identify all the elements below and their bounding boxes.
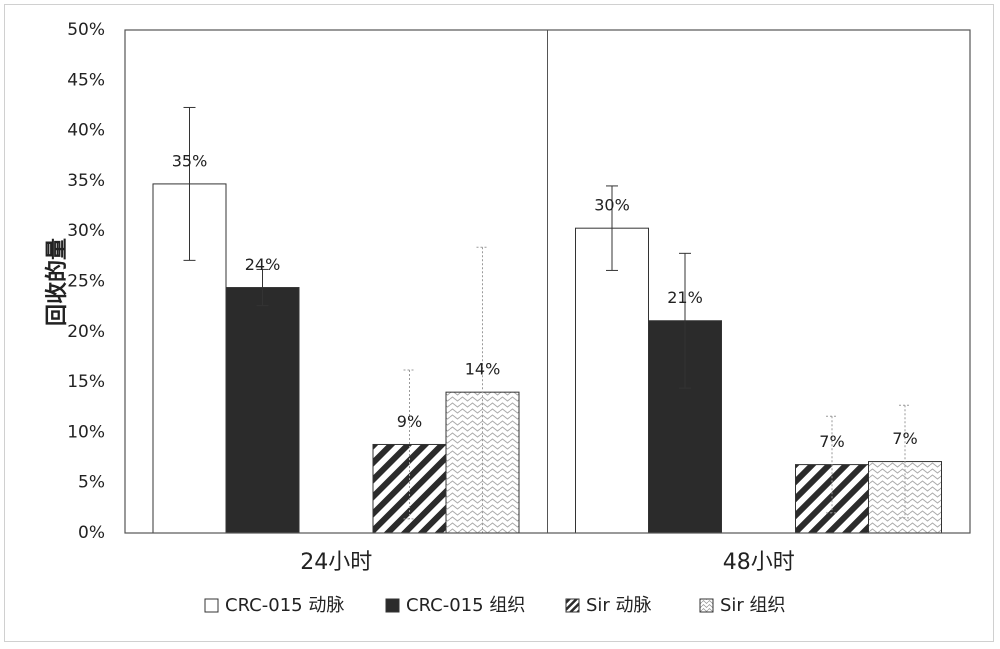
legend-entry: Sir 动脉 (586, 595, 652, 616)
legend-entry: CRC-015 动脉 (225, 595, 344, 616)
y-tick-label: 15% (67, 372, 105, 392)
legend-swatch (205, 599, 218, 612)
data-label: 9% (397, 412, 422, 431)
legend-entry: CRC-015 组织 (406, 595, 525, 616)
bar (373, 444, 446, 533)
x-category-label: 24小时 (300, 550, 372, 575)
y-tick-label: 40% (67, 121, 105, 141)
y-tick-label: 25% (67, 272, 105, 292)
bar (226, 288, 299, 533)
data-label: 30% (594, 196, 630, 215)
data-label: 35% (172, 151, 208, 170)
legend-swatch (566, 599, 579, 612)
y-tick-label: 45% (67, 70, 105, 90)
legend-swatch (700, 599, 713, 612)
y-axis-title: 回收的量 (44, 238, 70, 326)
y-tick-label: 35% (67, 171, 105, 191)
bar (576, 228, 649, 533)
data-label: 7% (819, 432, 844, 451)
data-label: 24% (245, 255, 281, 274)
x-category-label: 48小时 (723, 550, 795, 575)
legend-entry: Sir 组织 (720, 595, 786, 616)
bar (796, 465, 869, 533)
y-tick-label: 50% (67, 20, 105, 40)
y-tick-label: 20% (67, 322, 105, 342)
y-tick-label: 10% (67, 422, 105, 442)
legend-swatch (386, 599, 399, 612)
y-tick-label: 0% (78, 523, 105, 543)
y-tick-label: 30% (67, 221, 105, 241)
data-label: 14% (465, 360, 501, 379)
data-label: 7% (892, 429, 917, 448)
data-label: 21% (667, 288, 703, 307)
y-tick-label: 5% (78, 473, 105, 493)
